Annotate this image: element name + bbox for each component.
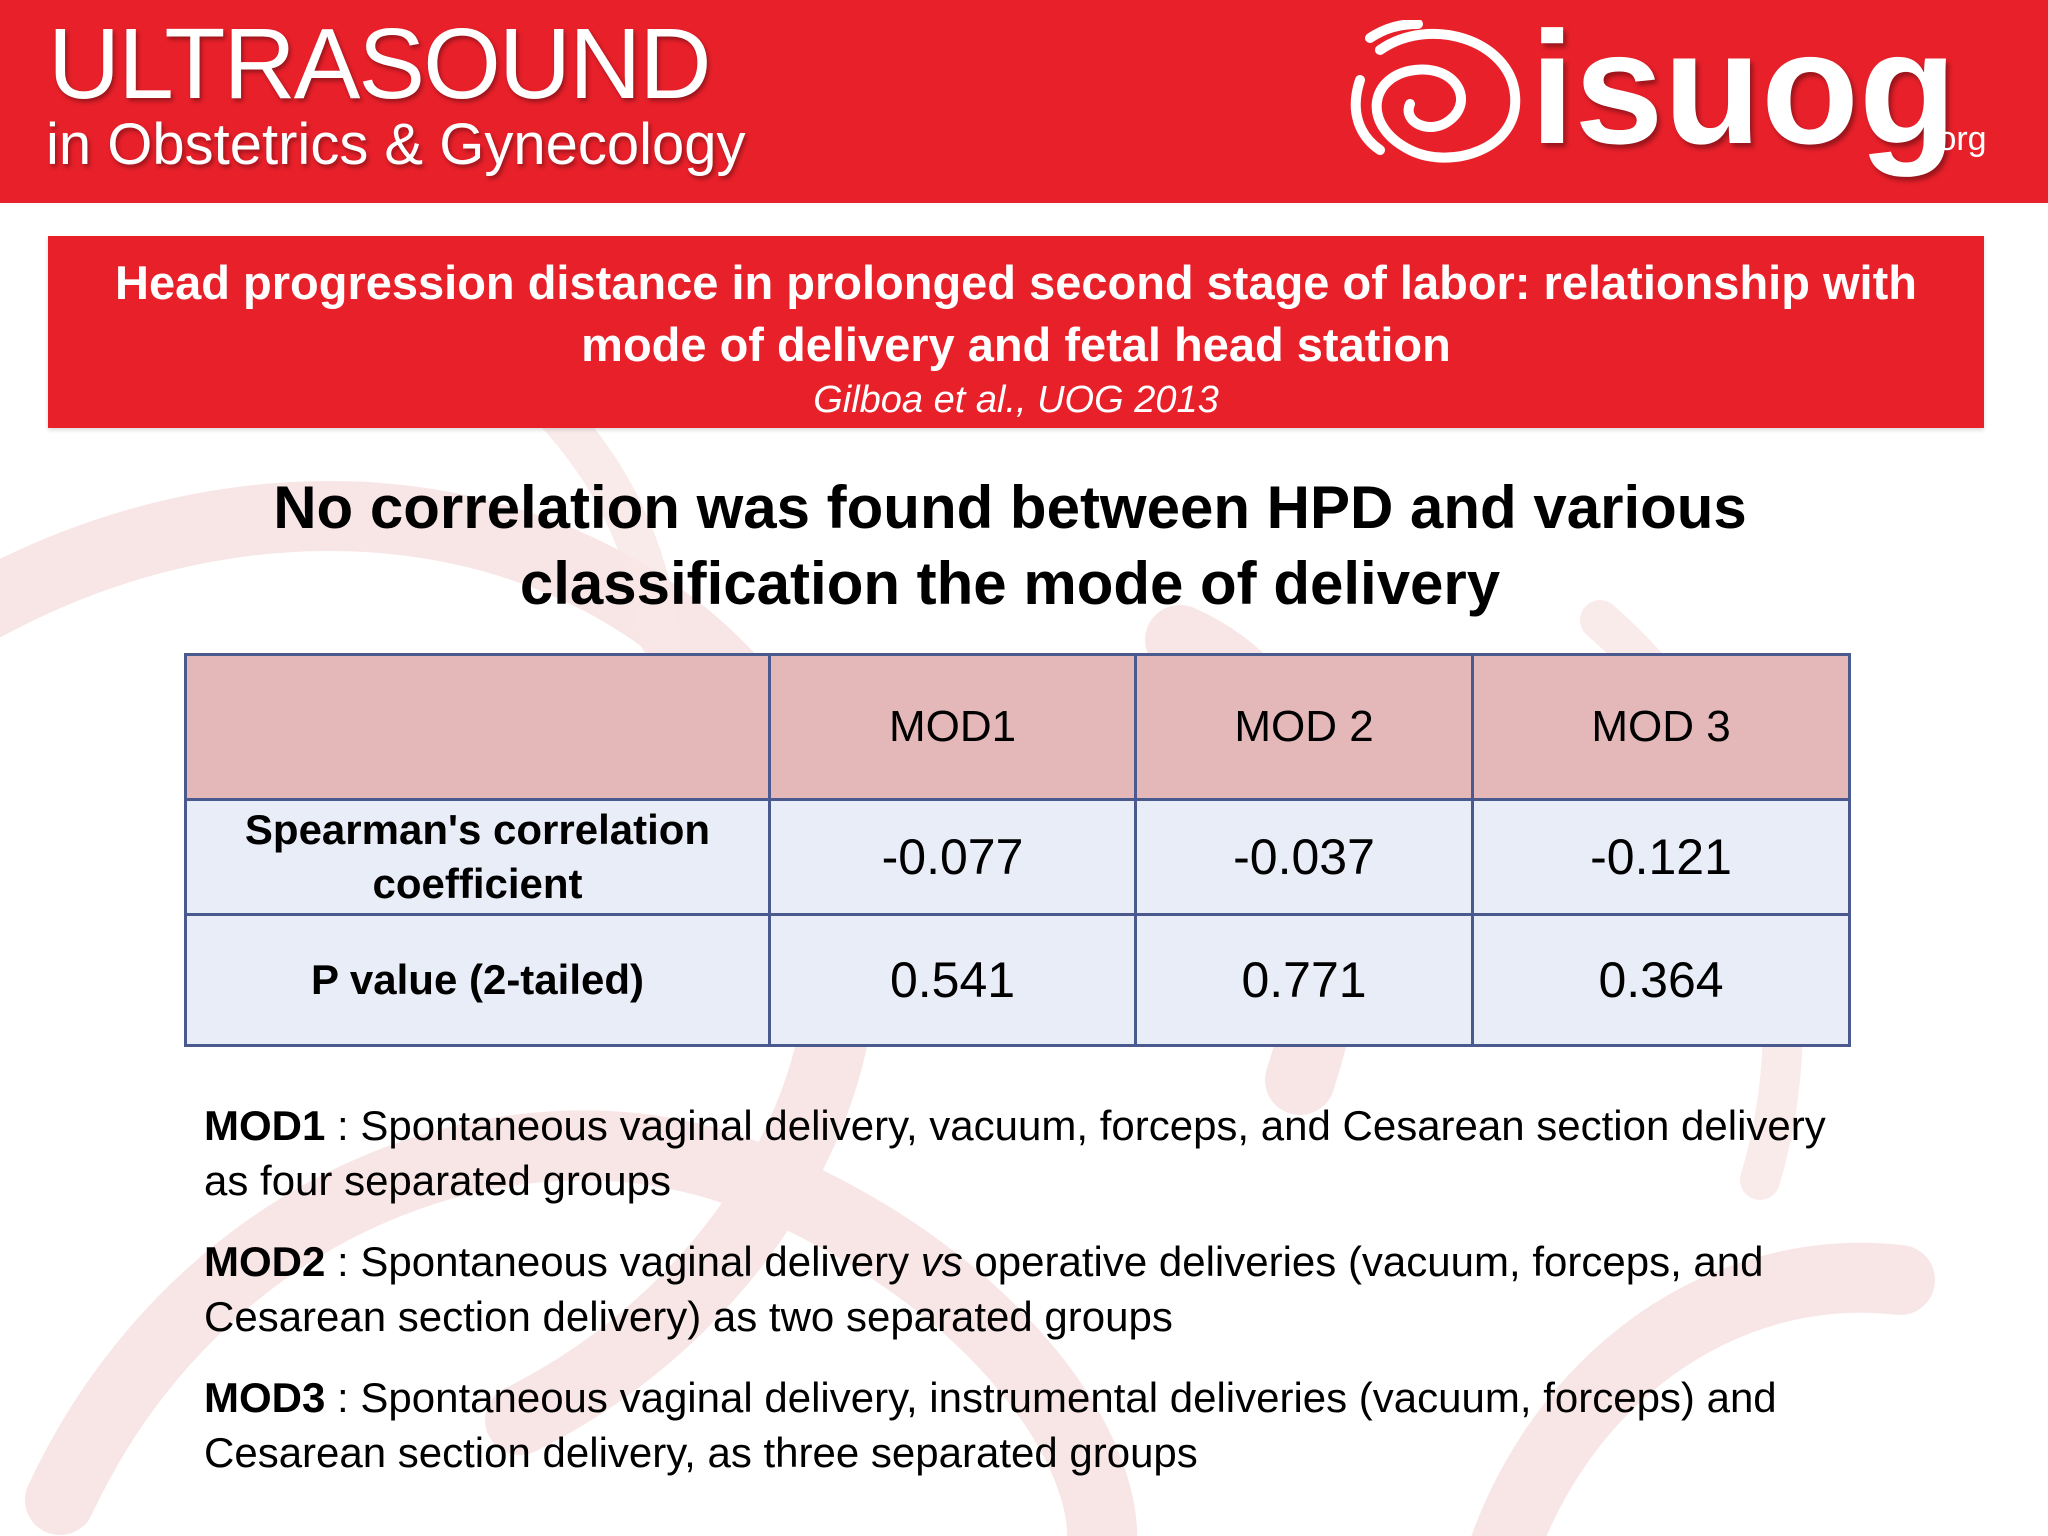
definition-item: MOD3 : Spontaneous vaginal delivery, ins…: [204, 1370, 1844, 1480]
definitions-list: MOD1 : Spontaneous vaginal delivery, vac…: [204, 1098, 1844, 1506]
table-cell: 0.364: [1471, 913, 1851, 1047]
isuog-logo-icon: [1350, 20, 1521, 163]
definition-item: MOD1 : Spontaneous vaginal delivery, vac…: [204, 1098, 1844, 1208]
journal-header: ULTRASOUND in Obstetrics & Gynecology is…: [0, 0, 2048, 203]
table-row: P value (2-tailed) 0.541 0.771 0.364: [184, 913, 1851, 1047]
article-title: Head progression distance in prolonged s…: [115, 256, 1917, 371]
table-header-cell: [184, 653, 771, 801]
isuog-domain-suffix: .org: [1928, 120, 1987, 158]
table-cell: -0.077: [768, 798, 1137, 916]
table-cell: 0.771: [1134, 913, 1474, 1047]
table-header-row: MOD1 MOD 2 MOD 3: [184, 653, 1851, 801]
table-cell: -0.121: [1471, 798, 1851, 916]
journal-title: ULTRASOUND: [48, 8, 712, 120]
definition-item: MOD2 : Spontaneous vaginal delivery vs o…: [204, 1234, 1844, 1344]
isuog-wordmark: isuog: [1530, 0, 1957, 177]
definition-term: MOD1: [204, 1102, 326, 1149]
correlation-table: MOD1 MOD 2 MOD 3 Spearman's correlation …: [184, 653, 1851, 1047]
definition-term: MOD2: [204, 1238, 326, 1285]
table-row: Spearman's correlation coefficient -0.07…: [184, 798, 1851, 916]
definition-text: : Spontaneous vaginal delivery, instrume…: [204, 1374, 1777, 1476]
table-header-cell: MOD1: [768, 653, 1137, 801]
definition-text: : Spontaneous vaginal delivery, vacuum, …: [204, 1102, 1826, 1204]
journal-subtitle: in Obstetrics & Gynecology: [46, 112, 746, 177]
table-cell: 0.541: [768, 913, 1137, 1047]
row-label: Spearman's correlation coefficient: [184, 798, 771, 916]
slide-headline: No correlation was found between HPD and…: [273, 474, 1747, 617]
table-cell: -0.037: [1134, 798, 1474, 916]
definition-term: MOD3: [204, 1374, 326, 1421]
table-header-cell: MOD 2: [1134, 653, 1474, 801]
definition-text: : Spontaneous vaginal delivery: [325, 1238, 921, 1285]
definition-emphasis: vs: [920, 1238, 963, 1285]
article-banner: Head progression distance in prolonged s…: [48, 236, 1984, 428]
definition-text: operative deliveries (vacuum, forceps, a…: [204, 1238, 1764, 1340]
article-citation: Gilboa et al., UOG 2013: [813, 379, 1219, 421]
row-label: P value (2-tailed): [184, 913, 771, 1047]
table-header-cell: MOD 3: [1471, 653, 1851, 801]
